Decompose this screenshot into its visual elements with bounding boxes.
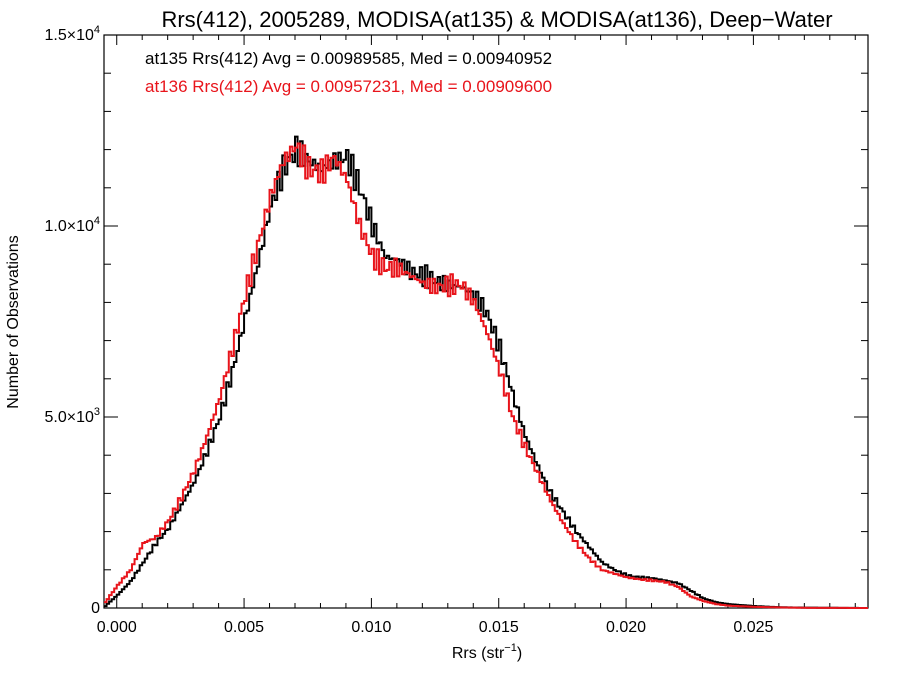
x-tick-label: 0.000	[97, 619, 137, 636]
annotations: at135 Rrs(412) Avg = 0.00989585, Med = 0…	[145, 49, 552, 96]
at136-stats-annotation: at136 Rrs(412) Avg = 0.00957231, Med = 0…	[145, 77, 552, 96]
x-tick-label: 0.005	[224, 619, 264, 636]
chart-title: Rrs(412), 2005289, MODISA(at135) & MODIS…	[161, 7, 832, 32]
x-axis-label: Rrs (str−1)	[452, 642, 522, 662]
at136-histogram	[104, 142, 868, 609]
x-tick-label: 0.020	[606, 619, 646, 636]
y-axis-ticks: 0 5.0×103 1.0×104 1.5×104	[44, 24, 868, 617]
y-tick-label: 1.5×104	[44, 24, 100, 44]
x-tick-label: 0.010	[351, 619, 391, 636]
y-tick-label: 1.0×104	[44, 215, 100, 235]
x-axis-ticks: 0.000 0.005 0.010 0.015 0.020 0.025	[97, 35, 856, 636]
y-tick-label: 0	[91, 600, 100, 617]
at135-stats-annotation: at135 Rrs(412) Avg = 0.00989585, Med = 0…	[145, 49, 552, 68]
at135-histogram	[104, 135, 868, 609]
series-group	[104, 135, 868, 609]
y-tick-label: 5.0×103	[44, 406, 100, 426]
x-tick-label: 0.025	[733, 619, 773, 636]
x-tick-label: 0.015	[479, 619, 519, 636]
plot-frame	[103, 34, 869, 609]
plot-area-border	[103, 34, 869, 609]
y-axis-label: Number of Observations	[5, 235, 22, 408]
